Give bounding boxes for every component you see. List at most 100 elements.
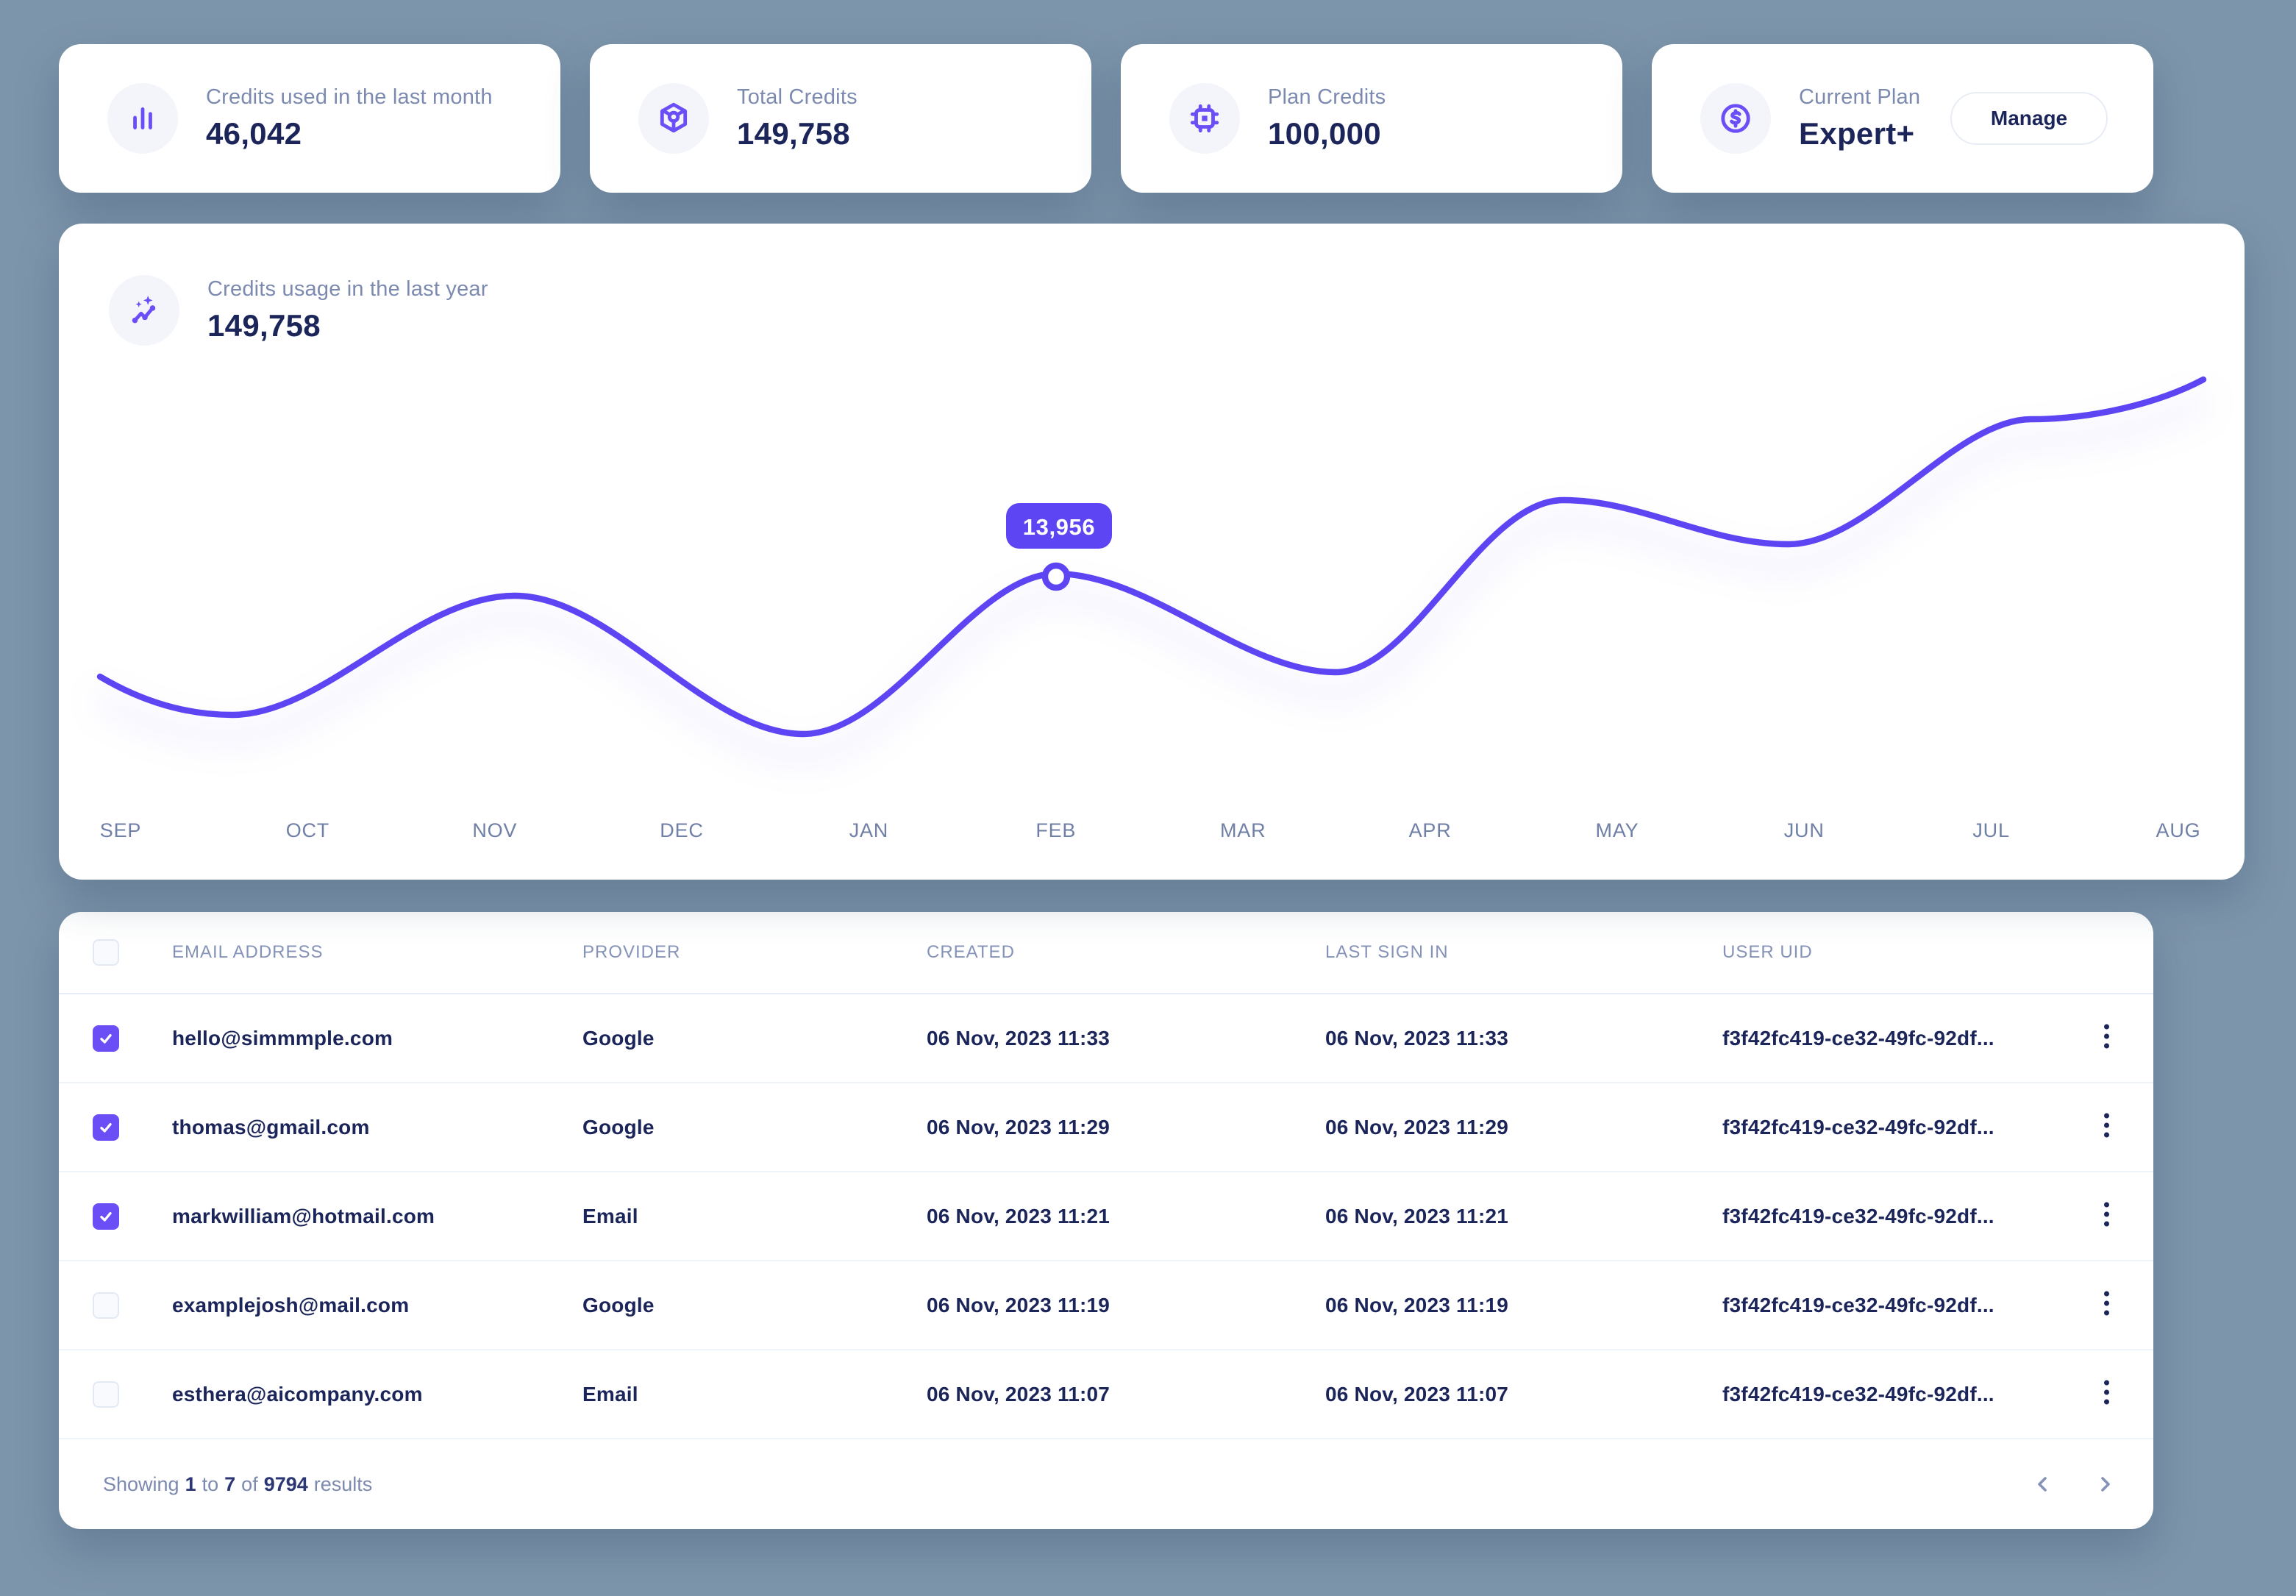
- last-sign-in-cell: 06 Nov, 2023 11:29: [1325, 1115, 1509, 1139]
- chevron-right-icon: [2101, 1477, 2110, 1492]
- cpu-icon: [1169, 83, 1240, 154]
- user-uid-cell: f3f42fc419-ce32-49fc-92df...: [1722, 1026, 1994, 1050]
- row-menu-button[interactable]: [2059, 1022, 2153, 1054]
- stat-value: 46,042: [206, 116, 302, 151]
- chart-value: 149,758: [207, 308, 321, 343]
- kebab-icon: [2102, 1289, 2111, 1321]
- x-axis-label: SEP: [100, 819, 141, 841]
- kebab-icon: [2102, 1111, 2111, 1143]
- created-cell: 06 Nov, 2023 11:33: [927, 1026, 1110, 1050]
- x-axis-label: JUN: [1784, 819, 1825, 841]
- stat-value: 100,000: [1268, 116, 1381, 151]
- stat-label: Current Plan: [1799, 85, 1921, 109]
- x-axis-label: JUL: [1972, 819, 2009, 841]
- dollar-icon: [1700, 83, 1771, 154]
- credits-usage-line-chart: 13,956 SEP OCT NOV DEC JAN FEB MAR APR MAY JUN JUL…: [96, 376, 2207, 841]
- column-header-last-sign-in: LAST SIGN IN: [1325, 942, 1449, 962]
- x-axis-label: APR: [1409, 819, 1452, 841]
- table-row[interactable]: thomas@gmail.com Google 06 Nov, 2023 11:29…: [59, 1083, 2153, 1172]
- table-row[interactable]: examplejosh@mail.com Google 06 Nov, 2023 1…: [59, 1261, 2153, 1350]
- provider-cell: Google: [582, 1293, 655, 1317]
- x-axis-label: DEC: [660, 819, 703, 841]
- row-checkbox[interactable]: [93, 1292, 119, 1319]
- users-table-card: EMAIL ADDRESS PROVIDER CREATED LAST SIGN…: [59, 912, 2153, 1529]
- kebab-icon: [2102, 1022, 2111, 1054]
- provider-cell: Google: [582, 1115, 655, 1139]
- table-row[interactable]: hello@simmmple.com Google 06 Nov, 2023 11:…: [59, 994, 2153, 1083]
- trend-line-icon: [109, 275, 179, 346]
- chart-header: Credits usage in the last year 149,758: [109, 275, 488, 346]
- x-axis-label: AUG: [2156, 819, 2201, 841]
- user-uid-cell: f3f42fc419-ce32-49fc-92df...: [1722, 1115, 1994, 1139]
- created-cell: 06 Nov, 2023 11:29: [927, 1115, 1110, 1139]
- next-page-button[interactable]: [2089, 1468, 2121, 1500]
- x-axis-labels: SEP OCT NOV DEC JAN FEB MAR APR MAY JUN JUL AUG: [100, 819, 2201, 841]
- email-cell: thomas@gmail.com: [172, 1115, 370, 1139]
- user-uid-cell: f3f42fc419-ce32-49fc-92df...: [1722, 1204, 1994, 1228]
- dashboard-page: Credits used in the last month 46,042 To…: [59, 44, 2245, 1529]
- chart-marker[interactable]: [1041, 562, 1071, 591]
- row-checkbox[interactable]: [93, 1203, 119, 1230]
- stat-label: Total Credits: [737, 85, 858, 109]
- bar-chart-icon: [107, 83, 178, 154]
- stat-card-plan-credits: Plan Credits 100,000: [1121, 44, 1622, 193]
- row-menu-button[interactable]: [2059, 1289, 2153, 1321]
- credits-usage-chart-card: 13,956 SEP OCT NOV DEC JAN FEB MAR APR MAY JUN JUL…: [59, 224, 2245, 880]
- select-all-checkbox[interactable]: [93, 939, 119, 966]
- chevron-left-icon: [2038, 1477, 2047, 1492]
- stat-label: Credits used in the last month: [206, 85, 493, 109]
- column-header-email: EMAIL ADDRESS: [172, 942, 324, 962]
- last-sign-in-cell: 06 Nov, 2023 11:33: [1325, 1026, 1509, 1050]
- table-footer: Showing 1 to 7 of 9794 results: [59, 1439, 2153, 1529]
- table-row[interactable]: esthera@aicompany.com Email 06 Nov, 2023 1…: [59, 1350, 2153, 1439]
- manage-plan-button[interactable]: Manage: [1950, 92, 2108, 145]
- column-header-created: CREATED: [927, 942, 1015, 962]
- stat-value: 149,758: [737, 116, 850, 151]
- email-cell: esthera@aicompany.com: [172, 1382, 423, 1406]
- created-cell: 06 Nov, 2023 11:07: [927, 1382, 1110, 1406]
- chart-label: Credits usage in the last year: [207, 277, 488, 301]
- email-cell: markwilliam@hotmail.com: [172, 1204, 435, 1228]
- credits-line: [96, 376, 2207, 738]
- previous-page-button[interactable]: [2027, 1468, 2059, 1500]
- column-header-user-uid: USER UID: [1722, 942, 1813, 962]
- provider-cell: Email: [582, 1382, 638, 1406]
- last-sign-in-cell: 06 Nov, 2023 11:19: [1325, 1293, 1509, 1317]
- svg-text:13,956: 13,956: [1023, 514, 1095, 540]
- table-body: hello@simmmple.com Google 06 Nov, 2023 11:…: [59, 994, 2153, 1439]
- x-axis-label: FEB: [1035, 819, 1076, 841]
- column-header-provider: PROVIDER: [582, 942, 681, 962]
- chart-tooltip: 13,956: [1006, 503, 1112, 549]
- provider-cell: Email: [582, 1204, 638, 1228]
- row-checkbox[interactable]: [93, 1114, 119, 1141]
- x-axis-label: MAY: [1596, 819, 1639, 841]
- stat-value: Expert+: [1799, 116, 1915, 151]
- created-cell: 06 Nov, 2023 11:19: [927, 1293, 1110, 1317]
- stat-card-total-credits: Total Credits 149,758: [590, 44, 1091, 193]
- x-axis-label: OCT: [286, 819, 329, 841]
- row-menu-button[interactable]: [2059, 1378, 2153, 1410]
- email-cell: hello@simmmple.com: [172, 1026, 393, 1050]
- table-header-row: EMAIL ADDRESS PROVIDER CREATED LAST SIGN…: [59, 912, 2153, 994]
- stat-label: Plan Credits: [1268, 85, 1386, 109]
- row-checkbox[interactable]: [93, 1381, 119, 1408]
- kebab-icon: [2102, 1378, 2111, 1410]
- last-sign-in-cell: 06 Nov, 2023 11:21: [1325, 1204, 1509, 1228]
- email-cell: examplejosh@mail.com: [172, 1293, 410, 1317]
- stat-card-credits-used: Credits used in the last month 46,042: [59, 44, 560, 193]
- x-axis-label: MAR: [1220, 819, 1266, 841]
- created-cell: 06 Nov, 2023 11:21: [927, 1204, 1110, 1228]
- row-menu-button[interactable]: [2059, 1111, 2153, 1143]
- stat-card-current-plan: Current Plan Expert+ Manage: [1652, 44, 2153, 193]
- row-checkbox[interactable]: [93, 1025, 119, 1052]
- row-menu-button[interactable]: [2059, 1200, 2153, 1232]
- results-summary: Showing 1 to 7 of 9794 results: [103, 1472, 373, 1495]
- provider-cell: Google: [582, 1026, 655, 1050]
- user-uid-cell: f3f42fc419-ce32-49fc-92df...: [1722, 1293, 1994, 1317]
- x-axis-label: JAN: [849, 819, 888, 841]
- user-uid-cell: f3f42fc419-ce32-49fc-92df...: [1722, 1382, 1994, 1406]
- table-row[interactable]: markwilliam@hotmail.com Email 06 Nov, 2023…: [59, 1172, 2153, 1261]
- cube-icon: [638, 83, 709, 154]
- stats-row: Credits used in the last month 46,042 To…: [59, 44, 2245, 193]
- x-axis-label: NOV: [472, 819, 517, 841]
